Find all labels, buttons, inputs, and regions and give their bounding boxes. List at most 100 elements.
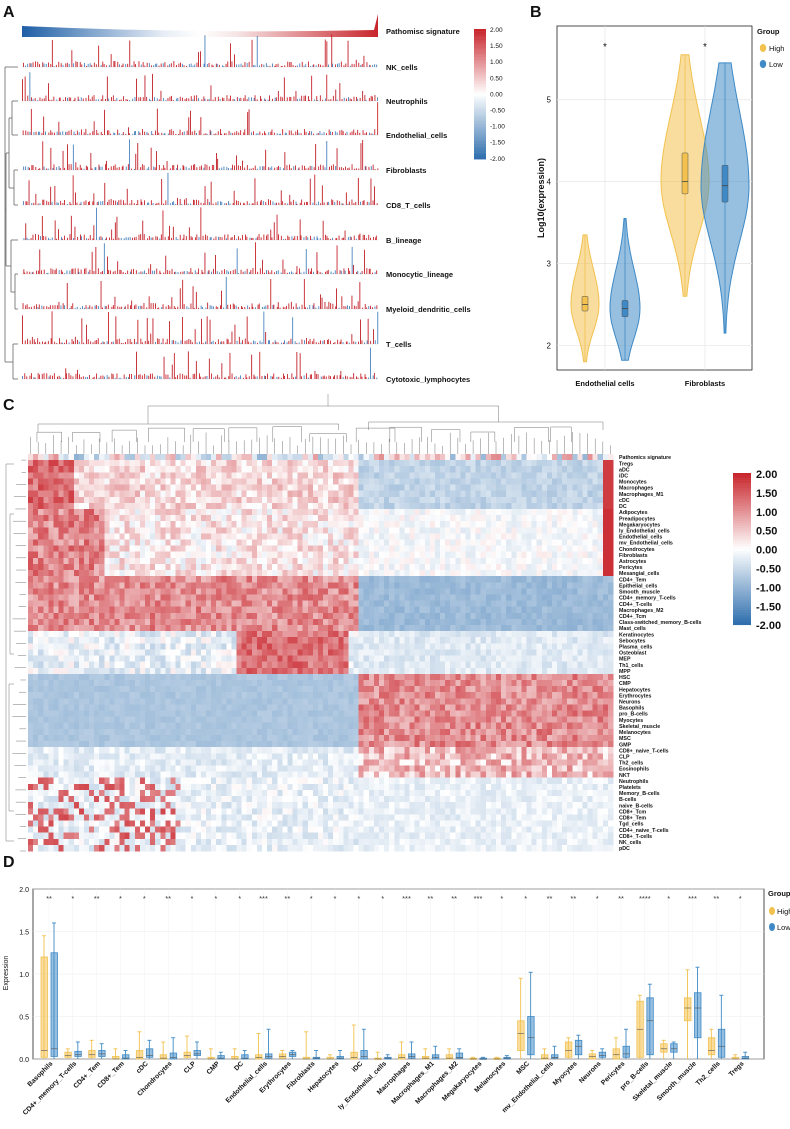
heatmap-cell <box>272 557 278 565</box>
heatmap-cell <box>455 508 461 516</box>
heatmap-cell <box>516 496 522 504</box>
heatmap-cell <box>302 582 309 589</box>
heatmap-cell <box>277 563 283 571</box>
heatmap-cell <box>353 472 359 479</box>
heatmap-cell <box>424 496 431 504</box>
heatmap-cell <box>145 515 151 522</box>
heatmap-cell <box>63 466 69 473</box>
track-bar <box>294 236 296 240</box>
heatmap-cell <box>348 521 354 528</box>
track-bar <box>341 129 343 135</box>
heatmap-cell <box>83 502 90 510</box>
track-bar <box>82 376 84 379</box>
heatmap-cell <box>241 466 248 473</box>
track-bar <box>130 271 131 274</box>
track-bar <box>212 203 214 205</box>
track-bar <box>75 61 77 67</box>
track-bar <box>284 375 285 379</box>
track-bar <box>113 132 115 135</box>
heatmap-cell <box>434 551 441 559</box>
heatmap-cell <box>272 508 278 516</box>
heatmap-cell <box>206 508 212 516</box>
track-bar <box>200 51 201 67</box>
heatmap-cell <box>38 478 44 485</box>
heatmap-cell <box>211 521 217 528</box>
track-bar <box>315 65 317 67</box>
track-bar <box>180 340 182 344</box>
heatmap-cell <box>531 460 537 467</box>
track-bar <box>320 164 322 170</box>
track-bar <box>234 132 236 135</box>
heatmap-cell <box>175 557 181 565</box>
heatmap-cell <box>536 515 543 522</box>
heatmap-cell <box>226 557 232 565</box>
heatmap-cell <box>104 582 110 589</box>
colorbar-swatch <box>474 46 486 49</box>
heatmap-cell <box>256 582 263 589</box>
track-bar <box>191 237 193 240</box>
track-bar <box>58 121 60 135</box>
heatmap-cell <box>221 588 227 595</box>
track-bar <box>64 273 66 274</box>
track-bar <box>134 305 135 309</box>
heatmap-cell <box>597 563 604 571</box>
heatmap-cell <box>445 521 451 528</box>
heatmap-cell <box>241 588 248 595</box>
heatmap-cell <box>419 502 426 510</box>
heatmap-cell <box>607 502 614 510</box>
track-bar <box>211 271 212 274</box>
heatmap-cell <box>511 521 517 528</box>
track-bar <box>289 62 291 67</box>
heatmap-cell <box>109 484 115 491</box>
track-bar <box>100 99 102 101</box>
heatmap-cell <box>592 454 599 461</box>
heatmap-cell <box>221 515 227 522</box>
track-bar <box>326 235 328 240</box>
track-bar <box>267 234 269 240</box>
heatmap-cell <box>114 527 120 534</box>
track-bar <box>83 201 85 205</box>
heatmap-cell <box>358 539 365 546</box>
heatmap-cell <box>297 563 303 571</box>
heatmap-cell <box>211 545 217 553</box>
track-bar <box>62 150 64 170</box>
heatmap-cell <box>272 490 278 498</box>
heatmap-cell <box>221 557 227 565</box>
track-bar <box>202 342 204 344</box>
heatmap-cell <box>246 582 253 589</box>
track-bar <box>259 131 261 135</box>
track-bar <box>226 238 227 240</box>
heatmap-cell <box>302 466 309 473</box>
heatmap-cell <box>501 570 507 577</box>
heatmap-cell <box>58 570 64 577</box>
legend-swatch-b <box>759 44 767 52</box>
heatmap-cell <box>572 490 578 498</box>
heatmap-cell <box>139 582 146 589</box>
colorbar-swatch <box>474 37 486 41</box>
track-bar <box>307 167 309 170</box>
heatmap-cell <box>455 533 461 540</box>
track-bar <box>318 342 320 344</box>
heatmap-cell <box>450 515 456 522</box>
track-bar <box>252 268 254 274</box>
track-bar <box>216 271 218 274</box>
heatmap-cell <box>28 466 34 473</box>
track-bar <box>200 376 202 379</box>
heatmap-cell <box>104 478 110 485</box>
heatmap-cell <box>129 545 136 553</box>
heatmap-cell <box>68 490 75 498</box>
heatmap-cell <box>429 545 436 553</box>
track-bar <box>92 238 94 240</box>
heatmap-cell <box>43 545 49 553</box>
heatmap-cell <box>607 606 614 614</box>
heatmap-cell <box>145 600 151 607</box>
heatmap-cell <box>43 490 49 498</box>
heatmap-cell <box>256 588 263 595</box>
heatmap-cell <box>577 466 583 473</box>
track-bar <box>316 252 318 274</box>
track-bar <box>106 375 108 379</box>
heatmap-cell <box>384 502 390 510</box>
track-bar <box>62 131 64 135</box>
heatmap-cell <box>272 533 278 540</box>
track-bar <box>174 271 175 274</box>
